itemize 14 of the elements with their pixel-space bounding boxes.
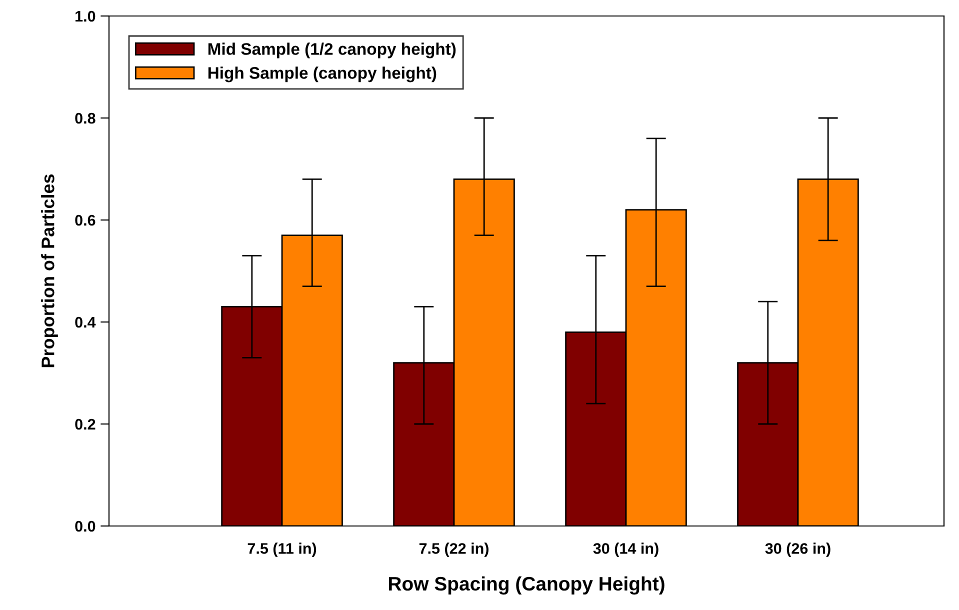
y-tick-label: 0.0 [75, 520, 96, 532]
x-tick-label: 30 (14 in) [593, 542, 658, 557]
y-axis-title: Proportion of Particles [41, 174, 58, 368]
x-tick-label: 7.5 (11 in) [248, 542, 316, 557]
legend-label: Mid Sample (1/2 canopy height) [208, 42, 456, 58]
x-tick-label: 7.5 (22 in) [419, 542, 488, 557]
y-tick-label: 1.0 [76, 10, 96, 22]
x-axis-title: Row Spacing (Canopy Height) [388, 576, 664, 595]
x-tick-label: 30 (26 in) [765, 542, 830, 557]
y-tick-label: 0.2 [75, 418, 96, 430]
y-tick-label: 0.4 [75, 316, 96, 328]
y-tick-label: 0.8 [75, 112, 96, 124]
legend-label: High Sample (canopy height) [208, 66, 436, 82]
y-tick-label: 0.6 [75, 214, 96, 226]
